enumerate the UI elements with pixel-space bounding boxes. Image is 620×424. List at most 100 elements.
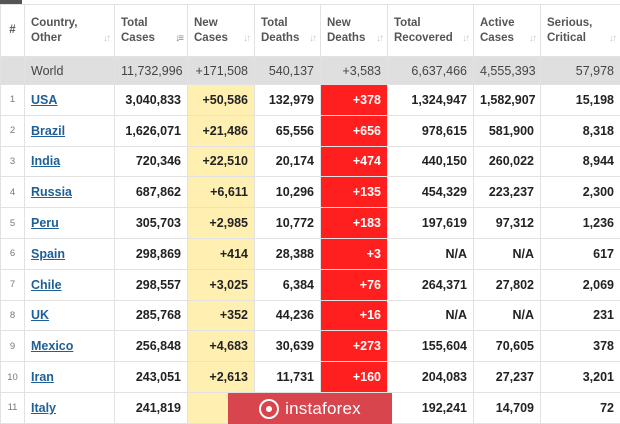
new-cases-cell: +50,586	[187, 84, 255, 116]
country-cell: Iran	[24, 361, 115, 393]
table-row: 6 Spain 298,869 +414 28,388 +3 N/A N/A 617	[0, 237, 620, 270]
column-header-label: Total	[121, 16, 148, 29]
total-cases-cell: 687,862	[114, 176, 188, 209]
row-index: 11	[0, 391, 25, 424]
total-recovered-cell: N/A	[387, 237, 474, 270]
sort-icon[interactable]: ↓↑	[243, 33, 251, 44]
sort-icon[interactable]: ↓↑	[376, 33, 384, 44]
column-header-label: Critical	[547, 31, 586, 44]
country-link[interactable]: Russia	[31, 185, 72, 200]
country-link[interactable]: Iran	[31, 370, 54, 385]
total-cases-cell: 298,557	[114, 268, 188, 301]
total-recovered-cell: 192,241	[387, 391, 474, 424]
table-row: 8 UK 285,768 +352 44,236 +16 N/A N/A 231	[0, 299, 620, 332]
table-row: 7 Chile 298,557 +3,025 6,384 +76 264,371 27,802…	[0, 268, 620, 301]
new-deaths-cell: +3	[320, 237, 388, 270]
world-total-cases: 11,732,996	[114, 56, 188, 85]
column-header-label: Cases	[121, 31, 155, 44]
row-index: 7	[0, 268, 25, 301]
total-recovered-cell: 454,329	[387, 176, 474, 209]
total-recovered-cell: N/A	[387, 299, 474, 332]
world-index-cell	[0, 56, 25, 85]
sort-icon[interactable]: ↓↑	[103, 33, 111, 44]
sort-icon[interactable]: ↓≡	[175, 33, 184, 44]
total-recovered-cell: 978,615	[387, 114, 474, 147]
column-header-label: Country,	[31, 16, 78, 29]
sort-icon[interactable]: ↓↑	[309, 33, 317, 44]
country-link[interactable]: India	[31, 154, 61, 169]
active-cases-cell: 14,709	[473, 391, 541, 424]
country-cell: Spain	[24, 237, 115, 270]
new-cases-cell: +22,510	[187, 145, 255, 178]
column-header-label: Total	[394, 16, 421, 29]
column-header-label: Cases	[480, 31, 514, 44]
column-header-label: Recovered	[394, 31, 453, 44]
country-cell: Mexico	[24, 330, 115, 363]
total-deaths-cell: 10,772	[254, 207, 321, 239]
total-deaths-cell: 44,236	[254, 299, 321, 332]
serious-critical-cell: 231	[540, 299, 620, 332]
active-cases-cell: 223,237	[473, 176, 541, 209]
total-deaths-cell: 6,384	[254, 268, 321, 301]
column-header-1[interactable]: Country, Other ↓↑	[24, 4, 115, 57]
country-link[interactable]: USA	[31, 92, 58, 107]
serious-critical-cell: 617	[540, 237, 620, 270]
country-link[interactable]: Chile	[31, 277, 62, 292]
column-header-2[interactable]: Total Cases ↓≡	[114, 4, 188, 57]
watermark: instaforex	[228, 393, 392, 424]
column-header-label: Active	[480, 16, 515, 29]
country-cell: UK	[24, 299, 115, 332]
total-cases-cell: 256,848	[114, 330, 188, 363]
country-link[interactable]: Spain	[31, 246, 66, 261]
active-cases-cell: N/A	[473, 299, 541, 332]
column-header-3[interactable]: New Cases ↓↑	[187, 4, 255, 57]
table-row: 5 Peru 305,703 +2,985 10,772 +183 197,619 97,31…	[0, 207, 620, 239]
country-link[interactable]: Mexico	[31, 339, 74, 354]
active-cases-cell: 27,802	[473, 268, 541, 301]
total-deaths-cell: 20,174	[254, 145, 321, 178]
country-link[interactable]: Italy	[31, 400, 57, 415]
row-index: 10	[0, 361, 25, 393]
total-recovered-cell: 204,083	[387, 361, 474, 393]
column-header-5[interactable]: New Deaths ↓↑	[320, 4, 388, 57]
instaforex-logo-icon	[259, 398, 280, 419]
sort-icon[interactable]: ↓↑	[529, 33, 537, 44]
column-header-6[interactable]: Total Recovered ↓↑	[387, 4, 474, 57]
country-link[interactable]: UK	[31, 308, 50, 323]
column-header-0[interactable]: #	[0, 4, 25, 57]
sort-icon[interactable]: ↓↑	[462, 33, 470, 44]
new-cases-cell: +21,486	[187, 114, 255, 147]
table-row: 4 Russia 687,862 +6,611 10,296 +135 454,329 223…	[0, 176, 620, 209]
row-index: 3	[0, 145, 25, 178]
sort-icon[interactable]: ↓↑	[609, 33, 617, 44]
new-deaths-cell: +160	[320, 361, 388, 393]
row-index: 4	[0, 176, 25, 209]
total-recovered-cell: 264,371	[387, 268, 474, 301]
new-cases-cell: +414	[187, 237, 255, 270]
table-row: 9 Mexico 256,848 +4,683 30,639 +273 155,604 70,…	[0, 330, 620, 363]
world-name: World	[24, 56, 115, 85]
serious-critical-cell: 8,944	[540, 145, 620, 178]
total-cases-cell: 285,768	[114, 299, 188, 332]
column-header-8[interactable]: Serious, Critical ↓↑	[540, 4, 620, 57]
country-link[interactable]: Peru	[31, 216, 59, 231]
country-cell: Chile	[24, 268, 115, 301]
new-deaths-cell: +76	[320, 268, 388, 301]
row-index: 2	[0, 114, 25, 147]
row-index: 5	[0, 207, 25, 239]
column-header-7[interactable]: Active Cases ↓↑	[473, 4, 541, 57]
total-cases-cell: 3,040,833	[114, 84, 188, 116]
new-deaths-cell: +378	[320, 84, 388, 116]
total-deaths-cell: 28,388	[254, 237, 321, 270]
active-cases-cell: 27,237	[473, 361, 541, 393]
serious-critical-cell: 2,300	[540, 176, 620, 209]
new-cases-cell: +2,613	[187, 361, 255, 393]
column-header-4[interactable]: Total Deaths ↓↑	[254, 4, 321, 57]
world-new-deaths: +3,583	[320, 56, 388, 85]
country-link[interactable]: Brazil	[31, 123, 66, 138]
world-new-cases: +171,508	[187, 56, 255, 85]
country-cell: Peru	[24, 207, 115, 239]
table-row: 10 Iran 243,051 +2,613 11,731 +160 204,083 27,2…	[0, 361, 620, 393]
active-cases-cell: N/A	[473, 237, 541, 270]
new-deaths-cell: +656	[320, 114, 388, 147]
